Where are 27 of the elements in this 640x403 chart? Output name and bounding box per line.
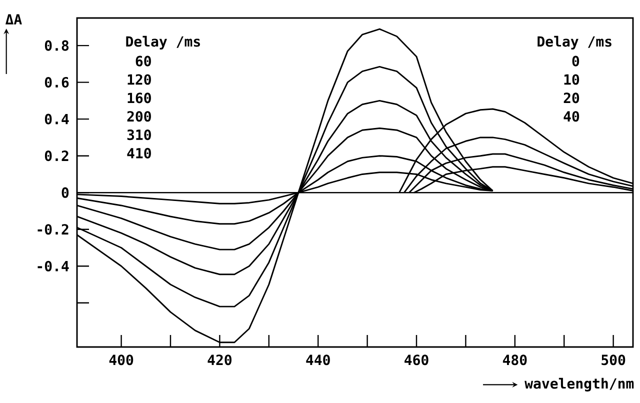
annotation: 40 [564,111,580,122]
y-tick-label: 0.2 [44,150,68,162]
y-tick-label: -0.4 [38,260,69,272]
annotation: 20 [564,92,580,104]
x-axis-title: wavelength/nm [524,378,634,392]
annotation: Delay /ms [538,36,612,50]
x-tick-label: 440 [306,354,330,366]
y-tick-label: 0 [62,187,69,198]
x-tick-label: 400 [109,354,134,366]
annotation: 200 [127,111,151,122]
x-tick-label: 480 [502,354,527,366]
annotation: 60 [136,56,151,66]
y-tick-label: 0.8 [44,40,69,51]
y-tick-label: 0.6 [44,77,69,88]
annotation: 120 [128,74,151,85]
annotation: Delay /ms [126,36,200,50]
y-tick-label: 0.4 [44,114,69,124]
annotation: 410 [127,148,151,158]
y-axis-title: ΔA [6,14,22,24]
x-tick-label: 460 [404,354,428,366]
x-tick-label: 500 [602,354,626,366]
annotation: 310 [127,129,151,140]
annotation: 0 [572,56,580,66]
annotation: 10 [564,74,580,85]
x-tick-label: 420 [208,354,232,366]
y-tick-label: -0.2 [38,224,68,235]
annotation: 160 [128,92,151,104]
